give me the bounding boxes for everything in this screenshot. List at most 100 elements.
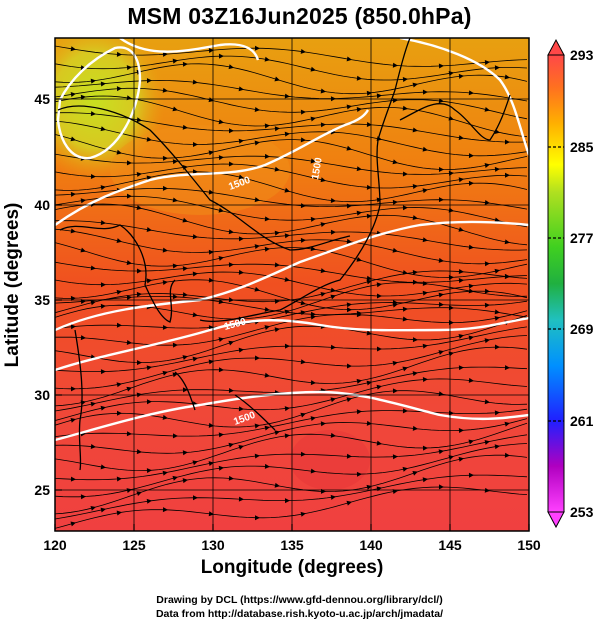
- streamline-arrow: [356, 256, 362, 262]
- streamline-arrow: [366, 420, 372, 426]
- streamline-arrow: [330, 344, 336, 350]
- streamline-arrow: [300, 237, 306, 243]
- streamline-arrow: [238, 445, 244, 450]
- streamline-arrow: [100, 507, 106, 513]
- x-tick-label: 120: [43, 537, 67, 553]
- streamline-arrow: [494, 268, 500, 274]
- streamline-arrow: [320, 122, 326, 128]
- streamline-arrow: [356, 312, 362, 318]
- y-tick-label: 30: [34, 387, 50, 403]
- streamline-arrow: [90, 300, 96, 306]
- streamline-arrow: [116, 238, 122, 244]
- streamline-arrow: [468, 153, 474, 159]
- streamline-arrow: [162, 185, 168, 191]
- streamline-arrow: [126, 488, 132, 493]
- streamline-arrow: [172, 159, 178, 165]
- streamline-arrow: [80, 247, 86, 253]
- streamline-arrow: [70, 521, 76, 527]
- streamline-arrow: [172, 433, 178, 439]
- streamline-arrow: [284, 131, 290, 137]
- streamline-arrow: [264, 153, 270, 159]
- streamline-arrow: [218, 53, 224, 59]
- streamline-arrow: [346, 453, 352, 459]
- streamline-arrow: [126, 431, 132, 437]
- streamline-arrow: [182, 355, 188, 360]
- streamline-arrow: [80, 94, 86, 100]
- colorbar-tick-label: 261: [570, 413, 594, 429]
- streamline-arrow: [192, 312, 198, 318]
- streamline-arrow: [254, 286, 260, 292]
- streamline-arrow: [504, 172, 510, 178]
- streamline-arrow: [300, 412, 306, 418]
- streamline-arrow: [264, 56, 270, 62]
- streamline-arrow: [484, 439, 490, 445]
- streamline-arrow: [146, 399, 152, 405]
- streamline-arrow: [116, 410, 122, 416]
- streamline-arrow: [162, 507, 168, 513]
- colorbar-tick-label: 285: [570, 139, 594, 155]
- streamline-arrow: [192, 234, 198, 240]
- streamline-arrow: [330, 294, 336, 300]
- streamline-arrow: [162, 247, 168, 253]
- streamline-arrow: [100, 81, 106, 87]
- streamline-arrow: [192, 142, 198, 148]
- streamline-arrow: [126, 260, 132, 266]
- streamline-arrow: [366, 184, 372, 190]
- streamline-arrow: [284, 406, 290, 412]
- streamline-arrow: [376, 293, 382, 299]
- streamline-arrow: [458, 268, 464, 274]
- streamline-arrow: [182, 217, 188, 223]
- streamline-arrow: [330, 229, 336, 235]
- streamline-arrow: [264, 463, 270, 469]
- streamline-arrow: [392, 454, 398, 460]
- streamline-arrow: [80, 335, 86, 341]
- streamline-arrow: [274, 327, 280, 333]
- streamline-arrow: [468, 335, 474, 341]
- colorbar-tick-label: 269: [570, 321, 594, 337]
- streamline-arrow: [284, 343, 290, 349]
- streamline-arrow: [238, 269, 244, 275]
- streamline-arrow: [412, 371, 418, 377]
- streamline-arrow: [356, 75, 362, 81]
- streamline-arrow: [458, 333, 464, 339]
- streamline-arrow: [90, 111, 96, 117]
- x-tick-label: 135: [280, 537, 304, 553]
- streamline-arrow: [310, 468, 316, 474]
- streamline-arrow: [310, 246, 316, 252]
- streamline-arrow: [162, 51, 168, 57]
- streamline-arrow: [228, 128, 234, 134]
- streamline-arrow: [484, 59, 490, 65]
- streamline-arrow: [218, 337, 224, 343]
- streamline-arrow: [412, 279, 418, 285]
- streamline-arrow: [100, 185, 106, 191]
- streamline-arrow: [484, 163, 490, 168]
- streamline-arrow: [228, 262, 234, 268]
- streamline-arrow: [484, 302, 490, 308]
- streamline-arrow: [320, 177, 326, 183]
- streamline-arrow: [494, 344, 500, 350]
- streamline-arrow: [458, 365, 464, 371]
- streamline-arrow: [300, 511, 306, 517]
- y-axis-label: Latitude (degrees): [2, 202, 23, 368]
- streamline-arrow: [300, 451, 306, 457]
- x-axis-label: Longitude (degrees): [200, 557, 384, 578]
- streamline-arrow: [264, 372, 270, 378]
- streamline-arrow: [90, 265, 96, 271]
- streamline-arrow: [90, 505, 96, 511]
- streamline-arrow: [146, 468, 152, 474]
- streamline-arrow: [438, 197, 444, 203]
- streamline-arrow: [192, 79, 198, 85]
- streamline-arrow: [274, 166, 280, 172]
- streamline-arrow: [136, 117, 142, 123]
- streamline-arrow: [136, 491, 142, 496]
- streamline-arrow: [412, 127, 418, 133]
- y-tick-label: 40: [34, 197, 50, 213]
- streamline-arrow: [90, 78, 96, 84]
- streamline-arrow: [254, 423, 260, 429]
- streamline-arrow: [100, 405, 106, 411]
- streamline-arrow: [264, 123, 270, 129]
- streamline-arrow: [392, 62, 398, 68]
- streamline-arrow: [468, 283, 474, 289]
- streamline-arrow: [356, 107, 362, 112]
- streamline-arrow: [494, 444, 500, 450]
